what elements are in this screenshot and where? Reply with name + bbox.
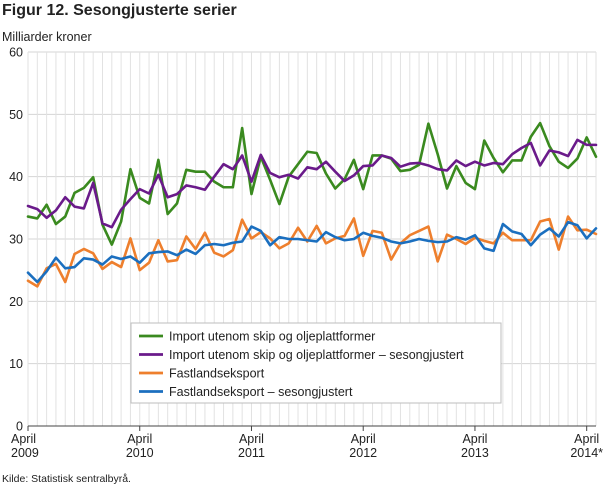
series-line-2: [26, 138, 598, 229]
x-tick-label-year: 2011: [238, 446, 265, 460]
series-line-4: [26, 220, 598, 284]
source-note: Kilde: Statistisk sentralbyrå.: [2, 473, 131, 485]
y-tick-label: 40: [9, 170, 23, 184]
y-axis-ticks: 0 10 20 30 40 50 60: [9, 46, 23, 434]
legend-box: [130, 322, 502, 404]
legend-label: Import utenom skip og oljeplattformer: [169, 330, 375, 344]
x-tick-label-year: 2010: [126, 446, 154, 460]
x-tick-label-month: April: [351, 432, 376, 446]
x-tick-label-year: 2013: [461, 446, 489, 460]
y-tick-label: 50: [9, 108, 23, 122]
y-tick-label: 0: [16, 420, 23, 434]
x-tick-label-month: April: [462, 432, 487, 446]
x-tick-label-month: April: [239, 432, 264, 446]
series-line-1: [26, 121, 598, 246]
legend-label: Fastlandseksport: [169, 367, 265, 381]
y-axis-label: Milliarder kroner: [2, 30, 92, 44]
y-tick-label: 10: [9, 357, 23, 371]
y-tick-label: 30: [9, 233, 23, 247]
x-tick-label-year: 2009: [11, 446, 39, 460]
legend-label: Import utenom skip og oljeplattformer – …: [169, 348, 464, 362]
legend: Import utenom skip og oljeplattformer Imp…: [130, 322, 502, 404]
x-tick-label-month: April: [574, 432, 599, 446]
chart-title: Figur 12. Sesongjusterte serier: [2, 2, 237, 19]
x-tick-label-month: April: [11, 432, 36, 446]
y-tick-label: 60: [9, 46, 23, 60]
x-tick-label-month: April: [127, 432, 152, 446]
y-tick-label: 20: [9, 295, 23, 309]
x-tick-label-year: 2012: [349, 446, 377, 460]
x-tick-label-year: 2014*: [570, 446, 603, 460]
series-lines: [26, 121, 598, 288]
legend-label: Fastlandseksport – sesongjustert: [169, 385, 353, 399]
series-line-3: [26, 215, 598, 288]
x-axis: April2009April2010April2011April2012Apri…: [11, 425, 603, 460]
